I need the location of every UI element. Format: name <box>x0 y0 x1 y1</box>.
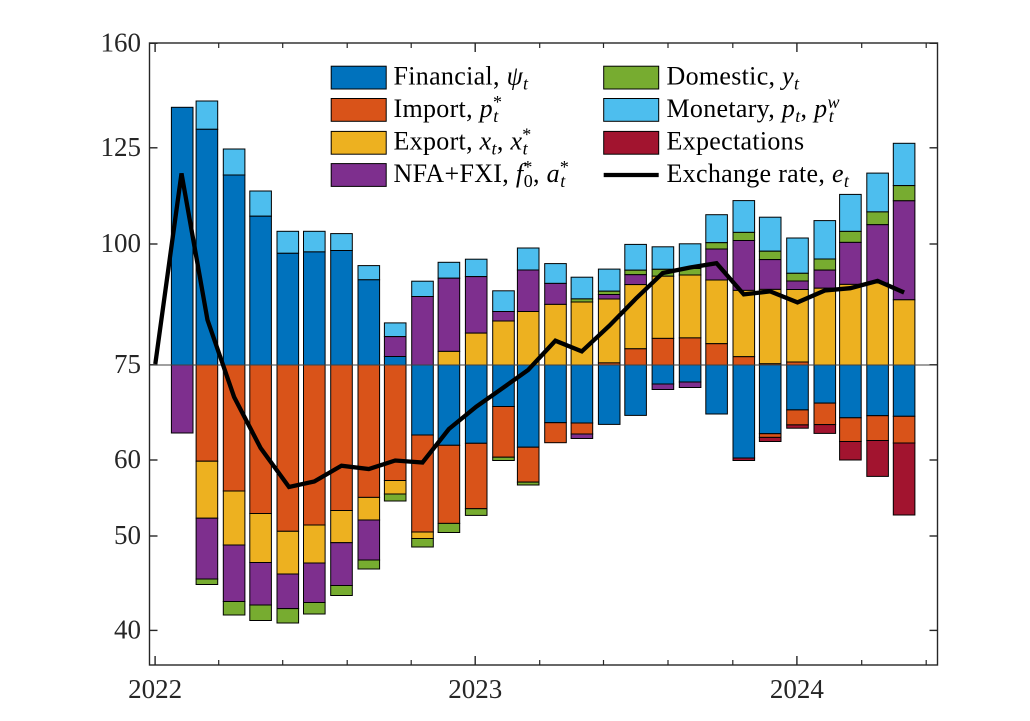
svg-text:Monetary, pt, pwt: Monetary, pt, pw t <box>667 92 840 126</box>
svg-text:Import, p*t: Import, p* t <box>394 92 503 126</box>
svg-text:2022: 2022 <box>128 674 182 704</box>
svg-text:NFA+FXI, f*0, a*t: NFA+FXI, f* 0, a* t <box>394 157 570 191</box>
svg-text:2023: 2023 <box>448 674 502 704</box>
svg-text:Financial, ψt: Financial, ψt <box>394 62 530 94</box>
svg-text:Exchange rate, et: Exchange rate, et <box>667 159 850 191</box>
svg-text:Expectations: Expectations <box>667 127 805 156</box>
svg-text:40: 40 <box>114 614 141 644</box>
svg-text:50: 50 <box>114 520 141 550</box>
svg-text:60: 60 <box>114 444 141 474</box>
svg-text:75: 75 <box>114 349 141 379</box>
svg-text:125: 125 <box>101 132 142 162</box>
svg-text:100: 100 <box>101 228 142 258</box>
svg-text:Export, xt, x*t: Export, xt, x* t <box>394 125 532 159</box>
svg-text:Domestic, yt: Domestic, yt <box>667 62 801 94</box>
svg-text:160: 160 <box>101 27 142 57</box>
svg-text:2024: 2024 <box>770 674 825 704</box>
